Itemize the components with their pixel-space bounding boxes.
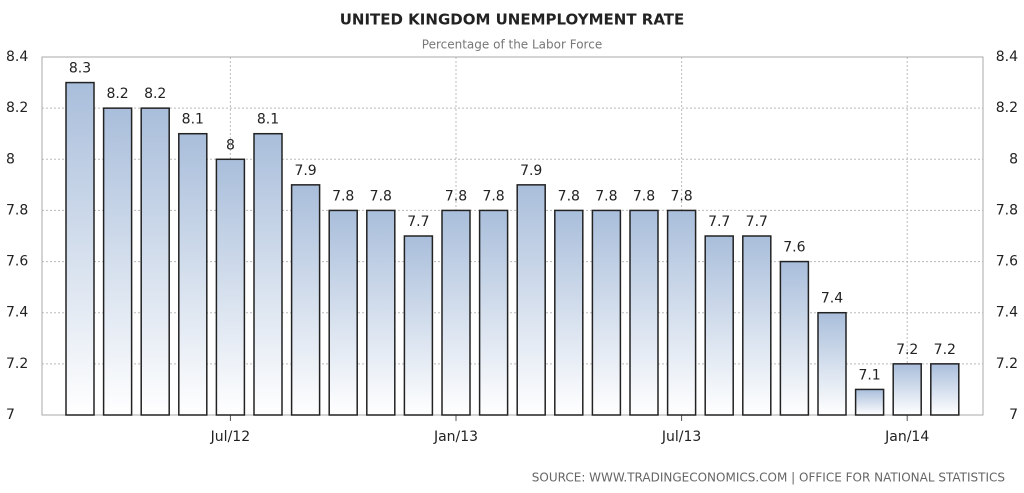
bar [591,209,622,416]
data-label: 7.2 [896,342,918,358]
data-label: 7.8 [633,188,655,204]
data-label: 7.8 [332,188,354,204]
chart-subtitle: Percentage of the Labor Force [422,38,602,52]
data-label: 7.8 [670,188,692,204]
data-label: 8.1 [182,112,204,128]
data-label: 7.7 [746,214,768,230]
bar [930,363,960,416]
data-label: 7.6 [783,240,805,256]
y-tick-label: 7.2 [6,356,28,372]
y-tick-label: 7.6 [6,254,28,270]
bar [704,235,734,416]
y2-tick-label: 7.4 [996,305,1018,321]
y2-tick-label: 7 [1009,407,1018,423]
bar [779,260,810,416]
bar [817,311,847,416]
bar [854,388,885,416]
data-label: 7.7 [708,214,730,230]
data-label: 7.9 [294,163,316,179]
bar [629,209,659,416]
x-tick-label: Jul/12 [210,429,250,445]
data-label: 7.4 [821,291,843,307]
bar [666,209,697,416]
data-label: 8.2 [144,86,166,102]
bar [328,209,358,416]
bar [516,184,546,416]
data-label: 7.8 [445,188,467,204]
y2-tick-label: 8.4 [996,49,1018,65]
bar [140,107,170,416]
bar [478,209,509,416]
y2-tick-label: 7.6 [996,254,1018,270]
bar [742,235,772,416]
x-tick-label: Jan/13 [433,429,478,445]
chart-title: UNITED KINGDOM UNEMPLOYMENT RATE [340,11,685,29]
bar [290,184,321,416]
data-label: 7.8 [558,188,580,204]
y2-tick-label: 8 [1009,151,1018,167]
data-label: 8 [226,137,235,153]
y-tick-label: 8.2 [6,100,28,116]
data-label: 7.8 [482,188,504,204]
bar [102,107,133,416]
plot-frame [41,56,984,416]
x-tick-label: Jan/14 [884,429,929,445]
data-label: 8.1 [257,112,279,128]
source-note: SOURCE: WWW.TRADINGECONOMICS.COM | OFFIC… [532,471,1005,485]
y-tick-label: 7 [6,407,15,423]
bar [554,209,584,416]
y2-tick-label: 8.2 [996,100,1018,116]
bar [215,158,246,416]
data-label: 7.9 [520,163,542,179]
bar [178,132,208,416]
data-label: 7.8 [370,188,392,204]
data-label: 8.3 [69,61,91,77]
y-tick-label: 8.4 [6,49,28,65]
data-label: 8.2 [106,86,128,102]
data-label: 7.7 [407,214,429,230]
y-tick-label: 8 [6,151,15,167]
bar [253,132,283,416]
y2-tick-label: 7.8 [996,202,1018,218]
y2-tick-label: 7.2 [996,356,1018,372]
data-label: 7.1 [858,367,880,383]
y-tick-label: 7.4 [6,305,28,321]
bar [892,363,922,416]
data-label: 7.2 [934,342,956,358]
bar [366,209,396,416]
data-label: 7.8 [595,188,617,204]
y-tick-label: 7.8 [6,202,28,218]
bar [65,81,95,416]
x-tick-label: Jul/13 [661,429,701,445]
bar [403,235,434,416]
bar [441,209,471,416]
